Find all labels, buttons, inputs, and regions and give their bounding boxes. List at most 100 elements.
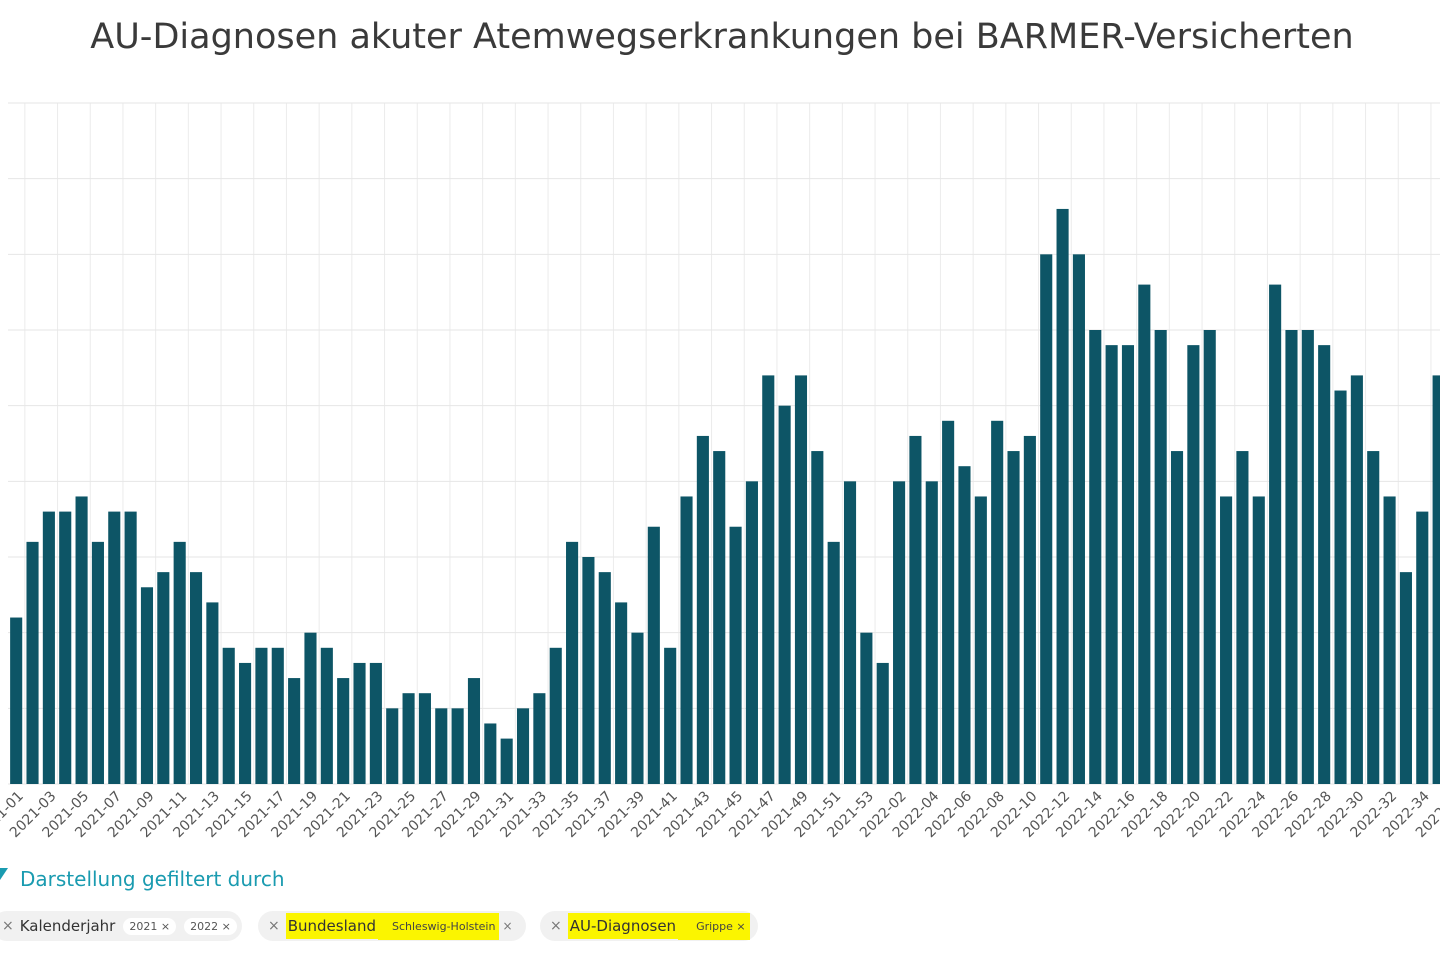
bar bbox=[843, 481, 857, 784]
bar bbox=[1040, 254, 1053, 785]
bar bbox=[1416, 511, 1429, 784]
bar bbox=[925, 481, 938, 784]
bar bbox=[745, 481, 758, 784]
filter-value-text: 2021 bbox=[129, 919, 158, 933]
bar bbox=[26, 541, 39, 784]
filter-name: Kalenderjahr bbox=[19, 917, 116, 935]
bar bbox=[91, 541, 104, 784]
bar bbox=[157, 572, 170, 784]
bar bbox=[255, 647, 268, 784]
bar bbox=[1350, 375, 1363, 784]
bar bbox=[1383, 496, 1396, 784]
bar bbox=[353, 662, 366, 784]
bar bbox=[418, 693, 431, 784]
bar bbox=[108, 511, 121, 784]
bar bbox=[958, 466, 971, 784]
filter-chip[interactable]: × AU-Diagnosen Grippe × bbox=[540, 911, 758, 941]
bar bbox=[320, 647, 333, 784]
bar bbox=[386, 708, 399, 784]
bar bbox=[942, 420, 955, 784]
bar bbox=[42, 511, 55, 784]
bar bbox=[598, 572, 611, 784]
bar bbox=[1105, 345, 1118, 784]
bar bbox=[909, 435, 922, 784]
bar bbox=[1269, 284, 1282, 784]
bar bbox=[1285, 330, 1298, 784]
filter-value[interactable]: 2022 × bbox=[184, 917, 237, 935]
bar bbox=[1432, 375, 1440, 784]
bar bbox=[75, 496, 88, 784]
bar bbox=[435, 708, 448, 784]
bar bbox=[1334, 390, 1347, 784]
bar bbox=[222, 647, 235, 784]
bar bbox=[288, 678, 301, 784]
bar bbox=[451, 708, 464, 784]
bar bbox=[1236, 451, 1249, 784]
bar bbox=[500, 738, 513, 784]
bar bbox=[1089, 330, 1102, 784]
bar bbox=[615, 602, 628, 784]
bar bbox=[1367, 451, 1380, 784]
bar bbox=[140, 587, 154, 784]
filter-name: AU-Diagnosen bbox=[567, 913, 679, 939]
chart: AU-Diagnosen akuter Atemwegserkrankungen… bbox=[0, 17, 1440, 841]
bar bbox=[1170, 451, 1184, 784]
bar bbox=[860, 632, 873, 784]
bar bbox=[1138, 284, 1151, 784]
bar bbox=[631, 632, 644, 784]
bar bbox=[369, 662, 382, 784]
bar bbox=[206, 602, 219, 784]
bar bbox=[827, 541, 840, 784]
bar bbox=[1301, 330, 1314, 784]
bar bbox=[1023, 435, 1036, 784]
filter-marker bbox=[0, 868, 8, 880]
bar bbox=[173, 541, 186, 784]
bar bbox=[59, 511, 72, 784]
bar bbox=[189, 572, 203, 784]
bar bbox=[664, 647, 677, 784]
filter-value-text: 2022 bbox=[190, 919, 219, 933]
bar bbox=[1220, 496, 1233, 784]
bar bbox=[304, 632, 317, 784]
bar bbox=[516, 708, 530, 784]
bar bbox=[10, 617, 23, 784]
bar bbox=[991, 420, 1004, 784]
bar bbox=[729, 526, 742, 784]
bar bbox=[811, 451, 824, 784]
filter-chip[interactable]: × Bundesland Schleswig-Holstein × bbox=[258, 911, 526, 941]
filter-value[interactable]: 2021 × bbox=[123, 917, 177, 935]
bar bbox=[582, 557, 595, 784]
bar bbox=[696, 435, 709, 784]
bar bbox=[1072, 254, 1085, 785]
filter-value[interactable]: Grippe × bbox=[678, 912, 750, 940]
bar bbox=[1056, 208, 1069, 784]
bar bbox=[337, 678, 350, 784]
bar bbox=[1121, 345, 1135, 784]
bar bbox=[1252, 496, 1265, 784]
bar bbox=[402, 693, 415, 784]
bar bbox=[484, 723, 497, 784]
filter-value[interactable]: Schleswig-Holstein bbox=[378, 912, 500, 940]
chart-title: AU-Diagnosen akuter Atemwegserkrankungen… bbox=[90, 17, 1353, 57]
bar bbox=[1007, 451, 1020, 784]
bar bbox=[467, 678, 481, 784]
bar bbox=[271, 647, 284, 784]
bar bbox=[893, 481, 906, 784]
bar bbox=[566, 541, 579, 784]
bar bbox=[1154, 330, 1167, 784]
bar bbox=[1187, 345, 1200, 784]
bar bbox=[1318, 345, 1331, 784]
bar bbox=[239, 662, 252, 784]
bar bbox=[762, 375, 775, 784]
filter-chip[interactable]: × Kalenderjahr 2021 × 2022 × bbox=[0, 911, 242, 941]
filter-heading: Darstellung gefiltert durch bbox=[20, 867, 285, 891]
bar bbox=[549, 647, 562, 784]
bar bbox=[713, 451, 726, 784]
bar bbox=[647, 526, 660, 784]
bar bbox=[680, 496, 693, 784]
filter-value-text: Grippe bbox=[696, 919, 733, 933]
bar bbox=[778, 405, 791, 784]
bar bbox=[1203, 330, 1216, 784]
bar bbox=[124, 511, 137, 784]
